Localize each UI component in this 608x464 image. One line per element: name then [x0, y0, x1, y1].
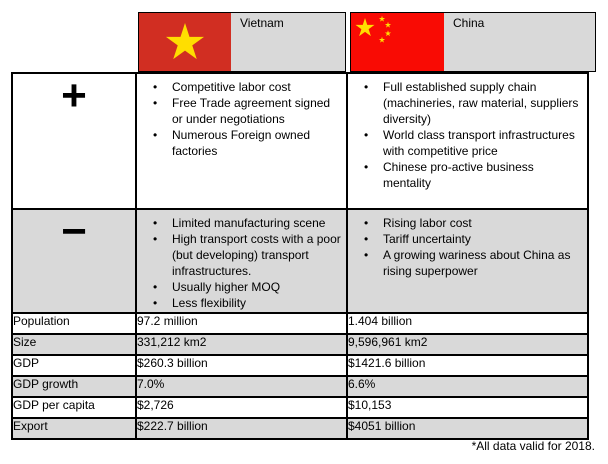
- stat-value-china: $4051 billion: [346, 417, 589, 440]
- stat-value-vietnam: $2,726: [135, 396, 348, 419]
- list-item: Competitive labor cost: [150, 79, 343, 95]
- cons-symbol-cell: −: [11, 207, 137, 314]
- cons-row: − Limited manufacturing scene High trans…: [11, 207, 589, 314]
- list-item: A growing wariness about China as rising…: [361, 247, 584, 279]
- stat-value-china: $10,153: [346, 396, 589, 419]
- stat-value-vietnam: $260.3 billion: [135, 354, 348, 377]
- stat-label: Export: [11, 417, 137, 440]
- list-item: Tariff uncertainty: [361, 231, 584, 247]
- cons-china-cell: Rising labor cost Tariff uncertainty A g…: [346, 208, 589, 314]
- column-title-vietnam: Vietnam: [240, 16, 284, 30]
- pros-vietnam-cell: Competitive labor cost Free Trade agreem…: [135, 72, 348, 210]
- list-item: Numerous Foreign owned factories: [150, 127, 343, 159]
- cons-china-list: Rising labor cost Tariff uncertainty A g…: [348, 215, 587, 279]
- stat-value-china: 1.404 billion: [346, 312, 589, 335]
- stat-value-vietnam: 331,212 km2: [135, 333, 348, 356]
- stat-value-china: 9,596,961 km2: [346, 333, 589, 356]
- stat-label: GDP growth: [11, 375, 137, 398]
- stat-value-vietnam: 97.2 million: [135, 312, 348, 335]
- list-item: High transport costs with a poor (but de…: [150, 231, 343, 279]
- header-cell-vietnam: Vietnam: [138, 12, 346, 72]
- header-cell-china: China: [350, 12, 596, 72]
- table-row-gdp: GDP $260.3 billion $1421.6 billion: [11, 354, 589, 377]
- list-item: Usually higher MOQ: [150, 279, 343, 295]
- cons-vietnam-list: Limited manufacturing scene High transpo…: [137, 215, 346, 311]
- pros-china-list: Full established supply chain (machineri…: [348, 79, 587, 191]
- plus-symbol: +: [61, 71, 87, 120]
- list-item: Rising labor cost: [361, 215, 584, 231]
- stat-value-vietnam: $222.7 billion: [135, 417, 348, 440]
- table-row-gdp-growth: GDP growth 7.0% 6.6%: [11, 375, 589, 398]
- stat-value-china: $1421.6 billion: [346, 354, 589, 377]
- footnote: *All data valid for 2018.: [471, 439, 595, 453]
- cons-vietnam-cell: Limited manufacturing scene High transpo…: [135, 208, 348, 314]
- pros-symbol-cell: +: [11, 71, 137, 210]
- stat-label: Population: [11, 312, 137, 335]
- stat-label: Size: [11, 333, 137, 356]
- pros-china-cell: Full established supply chain (machineri…: [346, 72, 589, 210]
- table-row-size: Size 331,212 km2 9,596,961 km2: [11, 333, 589, 356]
- list-item: Free Trade agreement signed or under neg…: [150, 95, 343, 127]
- list-item: Less flexibility: [150, 295, 343, 311]
- list-item: Chinese pro-active business mentality: [361, 159, 584, 191]
- table-row-export: Export $222.7 billion $4051 billion: [11, 417, 589, 440]
- list-item: Limited manufacturing scene: [150, 215, 343, 231]
- stat-label: GDP: [11, 354, 137, 377]
- minus-symbol: −: [61, 207, 87, 256]
- table-row-gdp-per-capita: GDP per capita $2,726 $10,153: [11, 396, 589, 419]
- list-item: Full established supply chain (machineri…: [361, 79, 584, 127]
- stat-label: GDP per capita: [11, 396, 137, 419]
- stat-value-china: 6.6%: [346, 375, 589, 398]
- pros-row: + Competitive labor cost Free Trade agre…: [11, 71, 589, 210]
- china-flag-icon: [351, 13, 444, 71]
- table-row-population: Population 97.2 million 1.404 billion: [11, 312, 589, 335]
- list-item: World class transport infrastructures wi…: [361, 127, 584, 159]
- column-title-china: China: [453, 16, 485, 30]
- pros-vietnam-list: Competitive labor cost Free Trade agreem…: [137, 79, 346, 159]
- comparison-table: + Competitive labor cost Free Trade agre…: [11, 72, 589, 440]
- vietnam-flag-icon: [139, 13, 231, 71]
- stat-value-vietnam: 7.0%: [135, 375, 348, 398]
